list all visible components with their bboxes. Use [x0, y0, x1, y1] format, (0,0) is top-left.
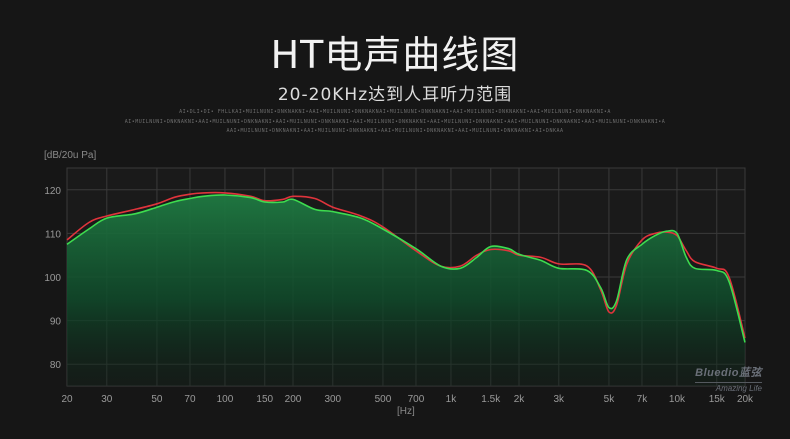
x-tick-label: 15k: [709, 394, 726, 405]
y-tick-label: 100: [44, 273, 61, 284]
page-subtitle: 20-20KHz达到人耳听力范围: [277, 85, 513, 105]
x-tick-label: 3k: [554, 394, 566, 405]
series-line-green: [66, 194, 746, 343]
tick-labels: 80 90 100 110 120 20 30 50 70 100 150 200 300 500 700 1…: [44, 186, 754, 405]
y-tick-label: 110: [45, 229, 61, 240]
x-tick-label: 2k: [514, 394, 526, 405]
area-fill: [67, 194, 745, 386]
x-tick-label: 50: [151, 394, 163, 405]
x-tick-label: 5k: [604, 394, 616, 405]
x-tick-label: 200: [285, 394, 302, 405]
x-tick-label: 700: [408, 394, 425, 405]
x-tick-label: 20: [61, 394, 73, 405]
y-tick-label: 120: [44, 186, 61, 197]
page-title: HT电声曲线图: [270, 33, 520, 77]
x-axis-label: [Hz]: [397, 406, 415, 417]
series-lines: [66, 191, 746, 343]
x-tick-label: 500: [375, 394, 392, 405]
x-tick-label: 300: [324, 394, 341, 405]
fine-print-line-2: AI•MUILNUNI•DNKNAKNI•AAI•MUILNUNI•DNKNAK…: [124, 119, 666, 125]
green-area: [67, 194, 745, 386]
x-tick-label: 150: [256, 394, 273, 405]
x-tick-label: 1.5k: [481, 394, 501, 405]
fine-print-line-1: AI•DLI•DI• FHLLKAI•MUILNUNI•DNKNAKNI•AAI…: [179, 109, 611, 115]
x-tick-label: 30: [101, 394, 113, 405]
x-tick-label: 20k: [737, 394, 754, 405]
x-tick-label: 100: [217, 394, 234, 405]
x-tick-label: 10k: [669, 394, 686, 405]
x-tick-label: 1k: [446, 394, 458, 405]
brand-tagline: Amazing Life: [695, 382, 762, 393]
fine-print-line-3: AAI•MUILNUNI•DNKNAKNI•AAI•MUILNUNI•DNKNA…: [226, 128, 564, 134]
y-tick-label: 90: [50, 317, 62, 328]
x-tick-label: 70: [184, 394, 196, 405]
x-tick-label: 7k: [637, 394, 649, 405]
brand-logo: Bluedio蓝弦 Amazing Life: [695, 364, 762, 393]
brand-name: Bluedio蓝弦: [695, 367, 762, 379]
y-axis-label: [dB/20u Pa]: [44, 150, 96, 161]
y-tick-label: 80: [50, 360, 62, 371]
